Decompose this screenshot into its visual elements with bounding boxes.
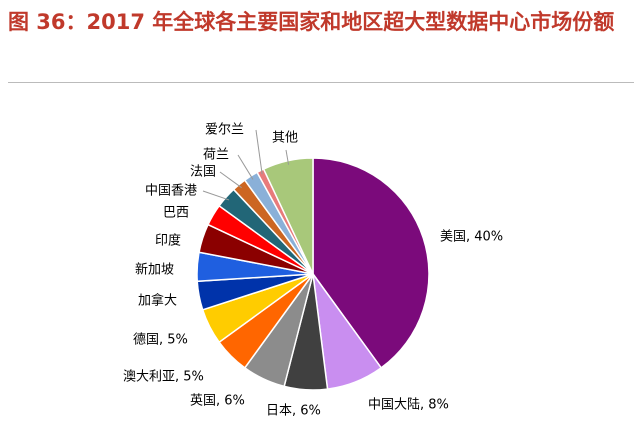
slice-label: 加拿大 (138, 293, 177, 309)
slice-label: 巴西 (163, 206, 189, 221)
slice-label: 德国, 5% (133, 333, 188, 348)
slice-label: 美国, 40% (440, 230, 503, 245)
slice-label: 爱尔兰 (205, 123, 244, 138)
slice-label: 新加坡 (135, 262, 174, 278)
slice-label: 其他 (272, 131, 298, 146)
slice-label: 澳大利亚, 5% (123, 369, 204, 385)
leader-line (237, 154, 254, 180)
slice-label: 日本, 6% (266, 404, 321, 419)
slice-label: 中国香港 (145, 184, 197, 199)
leader-line (285, 149, 290, 165)
pie-slice (312, 157, 430, 369)
slice-label: 中国大陆, 8% (368, 397, 449, 413)
leader-line (202, 190, 230, 201)
divider (8, 82, 634, 83)
slice-label: 印度 (155, 233, 181, 249)
chart-title: 图 36：2017 年全球各主要国家和地区超大型数据中心市场份额 (8, 10, 615, 34)
slice-label: 英国, 6% (190, 394, 245, 409)
leader-line (255, 129, 263, 175)
slice-label: 荷兰 (203, 148, 229, 163)
slice-label: 法国 (190, 165, 216, 180)
leader-line (219, 171, 242, 189)
